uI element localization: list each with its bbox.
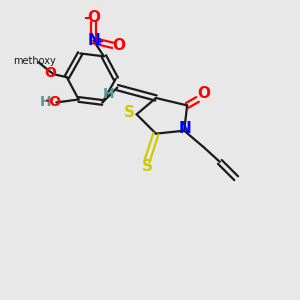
Text: N: N — [87, 33, 100, 48]
Text: S: S — [124, 105, 135, 120]
Text: O: O — [87, 10, 100, 25]
Text: O: O — [197, 86, 210, 101]
Text: H: H — [39, 94, 51, 109]
Text: O: O — [112, 38, 125, 53]
Text: O: O — [44, 66, 56, 80]
Text: methoxy: methoxy — [14, 56, 56, 66]
Text: ·O: ·O — [44, 94, 61, 109]
Text: N: N — [179, 121, 191, 136]
Text: H: H — [103, 86, 114, 100]
Text: -: - — [83, 10, 89, 25]
Text: S: S — [142, 159, 152, 174]
Text: +: + — [96, 37, 104, 46]
